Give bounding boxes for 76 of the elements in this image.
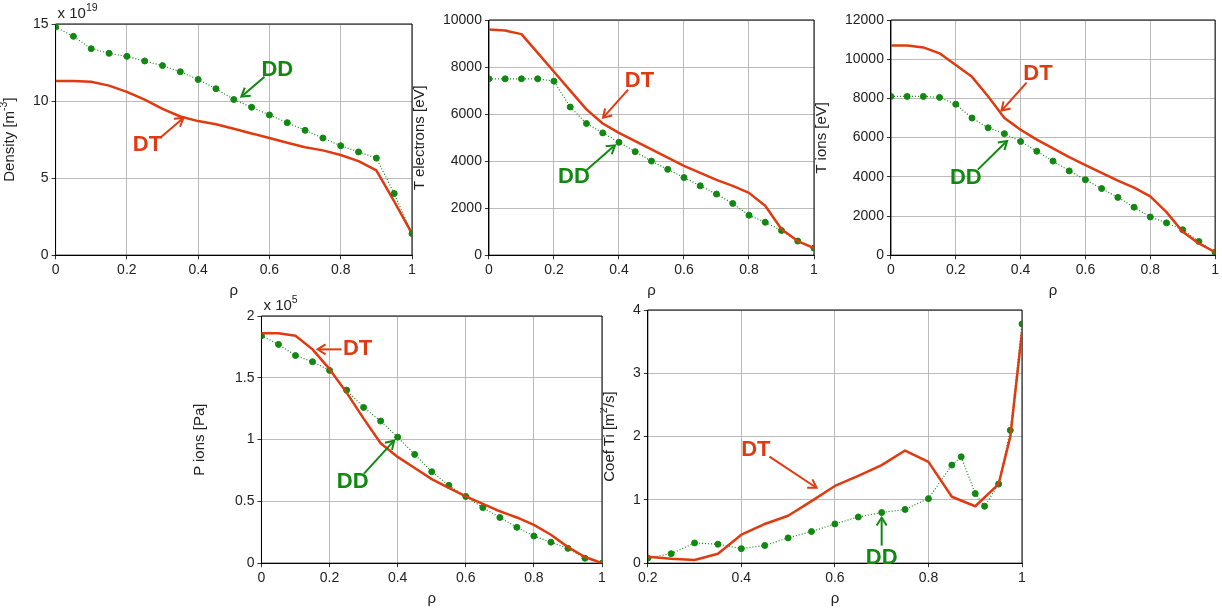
y-axis-title: T ions [eV] (812, 102, 829, 174)
x-tick-label: 0 (257, 569, 266, 586)
annotation: DD (336, 468, 369, 494)
y-tick-label: 0 (474, 246, 483, 263)
y-tick-label: 8000 (852, 89, 885, 106)
y-tick-label: 4000 (450, 151, 483, 168)
x-tick-label: 0.2 (946, 261, 966, 278)
x-tick-label: 0.8 (330, 261, 351, 278)
x-tick-label: 0.4 (387, 569, 408, 586)
x-tick-label: 0.6 (456, 569, 476, 586)
y-tick-label: 2000 (450, 199, 483, 216)
x-tick-label: 1 (408, 261, 417, 278)
x-tick-label: 0.8 (739, 261, 759, 278)
annotation: DD (558, 163, 590, 189)
annotation: DT (624, 67, 655, 93)
x-tick-label: 1 (810, 261, 819, 278)
y-tick-label: 1 (632, 490, 641, 507)
x-tick-label: 0 (485, 261, 494, 278)
y-tick-label: 3 (632, 364, 641, 381)
x-tick-label: 0.6 (674, 261, 694, 278)
y-tick-label: 2 (632, 427, 641, 444)
x-tick-label: 0.8 (1140, 261, 1161, 278)
y-tick-label: 4000 (852, 167, 885, 184)
y-tick-label: 8000 (450, 57, 483, 74)
y-tick-label: 12000 (844, 10, 885, 27)
x-tick-label: 0.4 (731, 569, 752, 586)
x-tick-label: 0.2 (638, 569, 658, 586)
y-tick-label: 1 (246, 430, 255, 447)
x-tick-label: 0.6 (259, 261, 280, 278)
y-tick-label: 10 (32, 91, 49, 108)
y-axis-title: Coef Ti [m2/s] (597, 391, 617, 482)
x-tick-label: 0.4 (1010, 261, 1031, 278)
x-tick-label: 1 (1211, 261, 1220, 278)
x-axis-title: ρ (1048, 281, 1058, 299)
x-tick-label: 0.6 (825, 569, 845, 586)
y-tick-label: 5 (40, 168, 49, 185)
y-tick-label: 6000 (450, 104, 483, 121)
x-tick-label: 0.4 (609, 261, 629, 278)
y-tick-label: 6000 (852, 128, 885, 145)
annotation: DD (261, 55, 294, 81)
y-tick-label: 0 (632, 554, 641, 571)
x-axis-title: ρ (229, 281, 239, 299)
x-axis-title: ρ (830, 589, 840, 607)
x-tick-label: 0.8 (918, 569, 939, 586)
annotation: DT (342, 335, 373, 361)
x-tick-label: 0.6 (1075, 261, 1096, 278)
x-tick-label: 1 (598, 569, 607, 586)
y-axis-title: T electrons [eV] (410, 85, 427, 191)
x-tick-label: 0.2 (544, 261, 564, 278)
x-tick-label: 0 (51, 261, 60, 278)
y-axis-title: P ions [Pa] (190, 403, 207, 476)
y-axis-title: Density [m-3] (0, 97, 17, 182)
y-tick-label: 10000 (442, 10, 483, 27)
y-tick-label: 0 (40, 246, 49, 263)
y-tick-label: 2000 (852, 206, 885, 223)
x-axis-title: ρ (427, 589, 436, 607)
y-tick-label: 0 (246, 554, 255, 571)
x-tick-label: 0 (887, 261, 896, 278)
y-tick-label: 4 (632, 300, 641, 317)
y-tick-label: 0 (876, 246, 885, 263)
x-tick-label: 0.8 (524, 569, 544, 586)
annotation: DT (1023, 60, 1054, 86)
x-axis-title: ρ (647, 281, 656, 299)
x-tick-label: 1 (1018, 569, 1027, 586)
y-tick-label: 0.5 (234, 492, 255, 509)
x-tick-label: 0.2 (319, 569, 340, 586)
x-tick-label: 0.2 (117, 261, 137, 278)
y-tick-label: 15 (32, 14, 49, 31)
annotation: DT (132, 131, 163, 156)
y-tick-label: 10000 (844, 50, 885, 67)
annotation: DD (865, 543, 898, 569)
annotation: DD (949, 163, 982, 189)
annotation: DT (741, 436, 772, 462)
y-tick-label: 2 (246, 306, 255, 323)
y-tick-label: 1.5 (234, 368, 255, 385)
x-tick-label: 0.4 (188, 261, 209, 278)
